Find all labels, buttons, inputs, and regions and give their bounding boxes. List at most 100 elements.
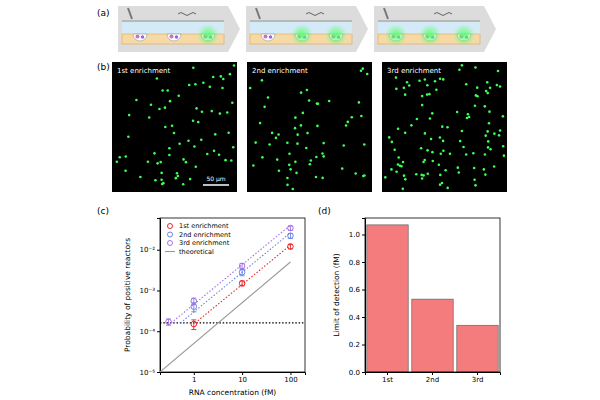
- fluorescent-spot: [404, 132, 407, 135]
- fluorescent-spot: [487, 146, 490, 149]
- fluorescent-spot: [431, 160, 434, 163]
- fluorescent-spot: [316, 125, 319, 128]
- fluorescent-spot: [308, 99, 311, 102]
- fluorescent-spot: [202, 81, 205, 84]
- axis-line: [161, 373, 306, 376]
- well: [167, 34, 181, 41]
- tick: 10⁻³: [140, 287, 160, 295]
- tick-mark: [387, 372, 388, 375]
- fluorescent-spot: [296, 133, 299, 136]
- plot-area: [160, 225, 305, 372]
- tick-mark: [362, 262, 365, 263]
- panel-label: (b): [97, 62, 110, 72]
- tick-mark: [362, 345, 365, 346]
- tick-label: 10⁻⁴: [140, 328, 156, 336]
- tick: 10⁻⁵: [140, 369, 160, 377]
- fluorescent-spot: [159, 161, 162, 164]
- molecule: [264, 35, 268, 39]
- fluorescent-spot: [456, 111, 459, 114]
- tick-label: 0.4: [349, 314, 361, 322]
- error-bar: [240, 263, 245, 268]
- fluorescent-spot: [499, 129, 502, 132]
- fluorescent-spot: [444, 169, 447, 172]
- fluorescent-spot: [466, 117, 469, 120]
- fluorescent-spot: [493, 165, 496, 168]
- fluorescent-spot: [229, 73, 232, 76]
- fluorescent-spot: [401, 188, 404, 191]
- tick: 0.8: [349, 259, 365, 267]
- fluorescent-spot: [233, 64, 236, 67]
- fluorescent-spot: [456, 166, 459, 169]
- fluorescent-spot: [397, 156, 400, 159]
- error-bar-stem: [242, 281, 243, 286]
- fluorescent-spot: [397, 163, 400, 166]
- fluorescent-spot: [118, 156, 121, 159]
- fluorescent-spot: [276, 158, 279, 161]
- fluorescent-spot: [286, 177, 289, 180]
- fluorescent-spot: [434, 80, 437, 83]
- error-bar: [191, 320, 196, 330]
- fluorescent-spot: [461, 64, 464, 67]
- bar: [457, 325, 498, 372]
- fluorescent-spot: [302, 112, 305, 115]
- bar: [367, 225, 408, 372]
- fluorescent-spot: [164, 126, 167, 129]
- tick-label: 3rd: [472, 376, 484, 384]
- fluorescent-spot: [322, 155, 325, 158]
- fluorescent-spot: [439, 77, 442, 80]
- fluorescent-spot: [192, 66, 195, 69]
- fluorescent-spot: [472, 152, 475, 155]
- panel-label: (c): [97, 206, 109, 216]
- fluorescent-spot: [194, 165, 197, 168]
- fluorescent-spot: [488, 110, 491, 113]
- tick-label: 10⁻²: [140, 246, 156, 254]
- fluorescent-spot: [275, 137, 278, 140]
- image-title: 3rd enrichment: [387, 67, 441, 75]
- fluorescent-spot: [135, 99, 138, 102]
- fluorescent-spot: [306, 89, 309, 92]
- fluorescent-spot: [219, 112, 222, 115]
- fluorescent-spot: [360, 115, 363, 118]
- data-point: [288, 233, 294, 239]
- fluorescent-spot: [484, 105, 487, 108]
- fluorescent-spot: [315, 156, 318, 159]
- figure: (a)(b)1st enrichment50 μm2nd enrichment3…: [0, 0, 600, 400]
- fluorescent-spot: [200, 138, 203, 141]
- tick-label: 0.0: [349, 369, 360, 377]
- fluorescent-spot: [429, 117, 432, 120]
- fluorescent-spot: [128, 114, 131, 117]
- fluorescence-glow: [325, 24, 347, 46]
- fluorescent-spot: [177, 175, 180, 178]
- series-line: [160, 262, 290, 372]
- data-point: [239, 281, 245, 287]
- fluorescent-spot: [465, 83, 468, 86]
- legend: 1st enrichment2nd enrichment3rd enrichme…: [165, 222, 231, 256]
- legend-label: 3rd enrichment: [179, 239, 230, 247]
- fluorescent-spot: [294, 127, 297, 130]
- fluorescent-spot: [169, 100, 172, 103]
- tick: 2nd: [426, 372, 439, 384]
- fluorescent-spot: [404, 178, 407, 181]
- fluorescent-spot: [424, 78, 427, 81]
- fluorescent-spot: [210, 110, 213, 113]
- fluorescent-spot: [442, 78, 445, 81]
- step-arrow: [374, 6, 496, 52]
- fluorescent-spot: [404, 93, 407, 96]
- fluorescent-spot: [161, 89, 164, 92]
- fluorescent-spot: [309, 163, 312, 166]
- pipette: [256, 8, 260, 19]
- error-bar-stem: [290, 226, 291, 230]
- fluorescent-spot: [277, 133, 280, 136]
- fluorescent-spot: [459, 140, 462, 143]
- tick-mark: [157, 372, 160, 373]
- fluorescent-spot: [435, 88, 438, 91]
- fluorescent-spot: [395, 88, 398, 91]
- tick-label: 100: [284, 376, 297, 384]
- y-axis-title: Limit of detection (fM): [332, 253, 341, 336]
- fluorescent-spot: [421, 104, 424, 107]
- schematic-step: [374, 6, 496, 52]
- fluorescent-spot: [224, 159, 227, 162]
- fluorescent-spot: [212, 76, 215, 79]
- chart-d: 0.00.20.40.60.81.01st2nd3rdLimit of dete…: [332, 218, 501, 384]
- fluorescent-spot: [328, 100, 331, 103]
